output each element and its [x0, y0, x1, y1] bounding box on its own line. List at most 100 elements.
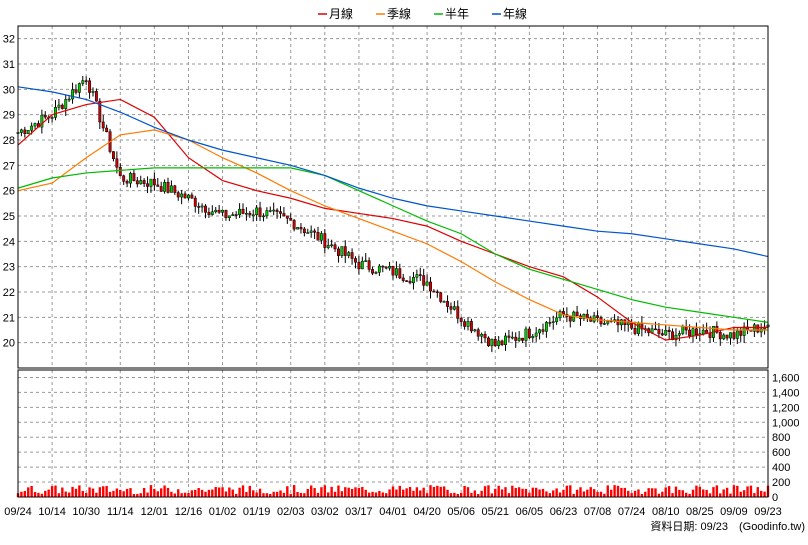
candle [84, 76, 88, 86]
legend-label: 季線 [387, 6, 411, 21]
volume-bar [620, 487, 623, 497]
volume-bar [446, 489, 449, 497]
candle [439, 291, 443, 304]
x-tick-label: 09/23 [754, 506, 782, 518]
candle [449, 302, 453, 315]
x-tick-label: 07/08 [584, 506, 612, 518]
candle [204, 204, 207, 219]
candle [415, 269, 419, 282]
source-label: (Goodinfo.tw) [739, 521, 805, 533]
volume-tick-label: 0 [772, 492, 778, 504]
volume-bar [702, 489, 705, 497]
volume-bar [279, 490, 282, 497]
candle [190, 192, 194, 199]
volume-bar [204, 491, 207, 497]
candle [446, 295, 449, 313]
volume-bar [95, 492, 98, 497]
x-tick-label: 11/14 [107, 506, 134, 518]
volume-bar [357, 487, 361, 497]
candle [544, 321, 548, 338]
candle [26, 130, 30, 135]
volume-bar [320, 487, 323, 497]
candle [517, 331, 521, 342]
candle [412, 271, 415, 290]
candle [388, 261, 392, 271]
candle [302, 227, 306, 237]
candle [306, 228, 310, 234]
candle [299, 223, 303, 234]
candle [364, 253, 368, 263]
volume-bar [742, 490, 746, 497]
volume-bar [289, 493, 292, 497]
volume-bar [671, 493, 674, 497]
candle [183, 191, 187, 199]
candle [514, 332, 518, 348]
price-tick-label: 31 [3, 59, 15, 71]
candle [401, 273, 405, 283]
volume-bar [354, 487, 357, 497]
candle [456, 300, 460, 324]
volume-bar [142, 488, 146, 497]
volume-bar [575, 489, 579, 497]
volume-bar [47, 489, 50, 497]
candle [435, 289, 439, 298]
volume-bar [330, 486, 333, 497]
volume-bar [119, 489, 122, 497]
legend-label: 月線 [329, 6, 353, 21]
volume-bar [456, 493, 459, 497]
volume-bar [292, 485, 296, 497]
candle [507, 329, 511, 343]
candle [667, 326, 671, 340]
candle [330, 239, 334, 248]
volume-tick-label: 800 [772, 432, 790, 444]
volume-axis: 0 200 400 600 800 1,000 1,200 1,400 1,600 [772, 372, 800, 504]
candle [531, 333, 535, 343]
candle [739, 326, 743, 342]
volume-bar [627, 490, 630, 497]
volume-bar [739, 491, 742, 497]
volume-bar [115, 488, 119, 497]
candle [497, 336, 501, 350]
legend-label: 半年 [445, 7, 469, 21]
candle [354, 256, 357, 269]
moving-averages [17, 86, 769, 341]
volume-bar [582, 491, 586, 497]
legend-item: 年線 [492, 6, 527, 21]
candle [602, 318, 606, 326]
volume-bar [180, 493, 183, 497]
volume-bar [640, 493, 644, 497]
volume-bar [463, 485, 466, 497]
candle [125, 179, 129, 188]
candle [654, 321, 657, 331]
candle [548, 317, 552, 327]
volume-bar [691, 489, 695, 497]
volume-bar [763, 491, 766, 497]
candle [166, 177, 170, 194]
candle [231, 212, 235, 217]
candle [664, 324, 668, 336]
volume-bar [105, 486, 108, 497]
volume-bar [262, 493, 265, 497]
candle [323, 229, 327, 254]
volume-bar [112, 490, 115, 497]
candle [500, 339, 504, 347]
volume-bar [347, 487, 350, 497]
volume-bar [159, 488, 163, 497]
volume-bar [507, 493, 511, 497]
volume-bar [98, 487, 102, 497]
volume-bar [340, 491, 344, 497]
x-tick-label: 05/21 [482, 506, 510, 518]
volume-bar [538, 489, 541, 497]
candle [197, 202, 201, 214]
candle [551, 315, 555, 330]
candle [152, 172, 156, 191]
candle [398, 263, 402, 280]
candle [132, 169, 136, 182]
volume-bar [712, 487, 715, 497]
candle [282, 207, 286, 217]
candle [340, 246, 344, 259]
candle [57, 98, 61, 111]
candle [555, 311, 559, 325]
price-panel: 20 21 22 23 24 25 26 27 28 29 30 31 32 [3, 26, 770, 368]
volume-bar [511, 485, 514, 497]
